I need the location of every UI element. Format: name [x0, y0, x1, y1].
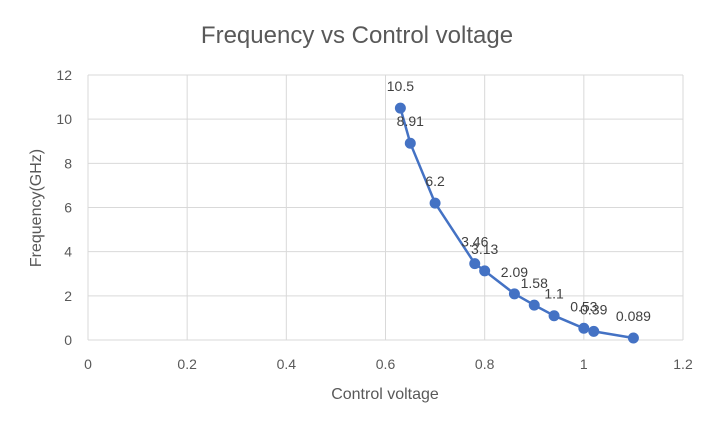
x-axis-title: Control voltage — [331, 386, 439, 403]
data-label: 6.2 — [425, 173, 445, 189]
data-label: 0.089 — [616, 308, 651, 324]
data-point — [404, 137, 416, 149]
tick-labels: 0 2 4 6 8 10 12 0 0.2 0.4 0.6 0.8 1 1.2 — [56, 67, 693, 372]
chart-title: Frequency vs Control voltage — [201, 22, 513, 49]
x-tick-label: 0.6 — [376, 356, 396, 372]
series — [394, 102, 639, 344]
y-tick-label: 6 — [64, 200, 72, 216]
x-tick-label: 0.2 — [177, 356, 197, 372]
data-labels: 10.5 8.91 6.2 3.463.132.091.581.1 0.530.39 0.… — [387, 78, 651, 324]
y-tick-label: 4 — [64, 244, 72, 260]
data-point — [627, 332, 639, 344]
data-label: 10.5 — [387, 78, 414, 94]
x-tick-label: 0.8 — [475, 356, 495, 372]
data-point — [469, 258, 481, 270]
gridlines — [87, 74, 684, 341]
data-label: 3.13 — [471, 241, 498, 257]
data-point — [548, 310, 560, 322]
data-point — [578, 322, 590, 334]
x-tick-label: 1 — [580, 356, 588, 372]
y-tick-label: 2 — [64, 288, 72, 304]
y-tick-label: 8 — [64, 155, 72, 171]
data-label: 1.58 — [521, 275, 548, 291]
data-label: 2.09 — [501, 264, 528, 280]
y-axis-title: Frequency(GHz) — [28, 149, 45, 267]
data-point — [394, 102, 406, 114]
data-point — [429, 197, 441, 209]
data-point — [588, 325, 600, 337]
x-tick-label: 0.4 — [277, 356, 297, 372]
x-tick-label: 1.2 — [673, 356, 693, 372]
data-label: 8.91 — [397, 113, 424, 129]
y-tick-label: 10 — [56, 111, 72, 127]
data-label: 1.1 — [544, 286, 564, 302]
data-point — [528, 299, 540, 311]
data-label: 0.53 — [570, 298, 597, 314]
data-point — [508, 288, 520, 300]
data-point — [479, 265, 491, 277]
data-label: 0.39 — [580, 301, 607, 317]
data-label: 3.46 — [461, 234, 488, 250]
y-tick-label: 0 — [64, 332, 72, 348]
x-tick-label: 0 — [84, 356, 92, 372]
y-tick-label: 12 — [56, 67, 72, 83]
